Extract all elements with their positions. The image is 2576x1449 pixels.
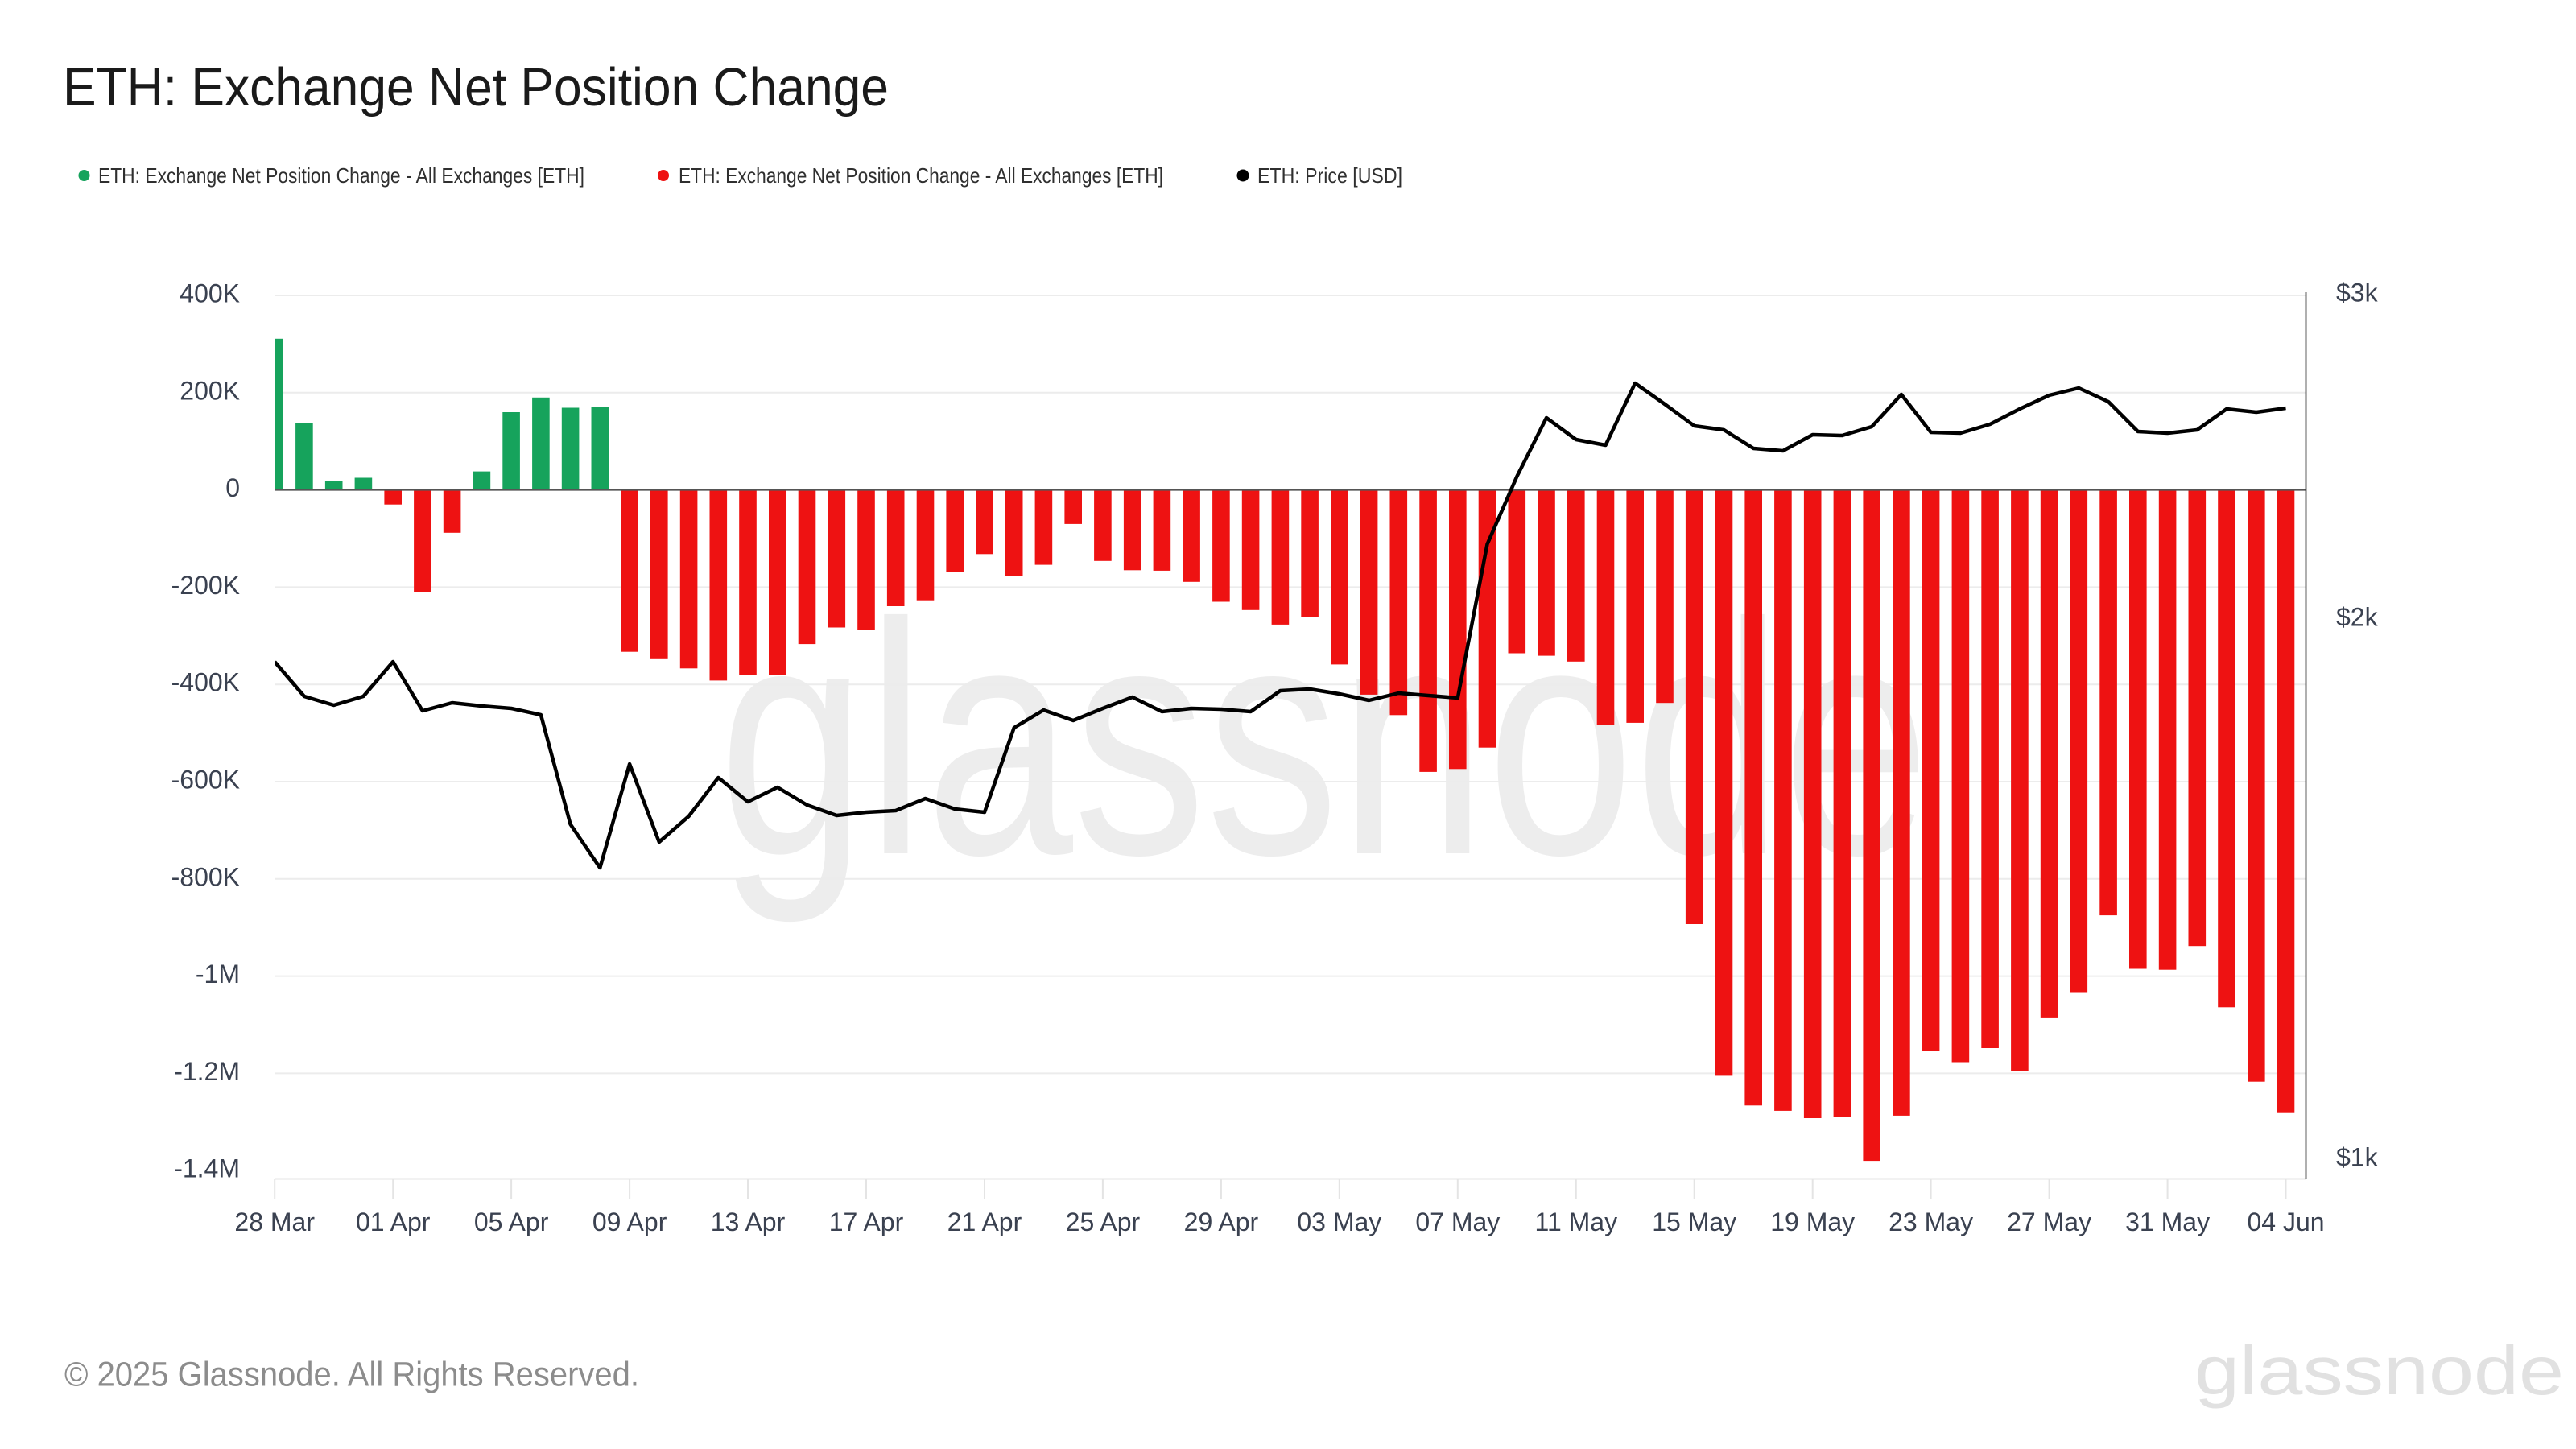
svg-text:200K: 200K	[180, 376, 240, 405]
svg-text:05 Apr: 05 Apr	[474, 1208, 549, 1236]
svg-text:23 May: 23 May	[1889, 1208, 1973, 1236]
svg-text:-1M: -1M	[196, 960, 240, 989]
svg-text:15 May: 15 May	[1652, 1208, 1736, 1236]
svg-text:07 May: 07 May	[1415, 1208, 1500, 1236]
svg-text:25 Apr: 25 Apr	[1066, 1208, 1141, 1236]
svg-text:-200K: -200K	[171, 571, 240, 600]
svg-text:$3k: $3k	[2336, 279, 2379, 308]
svg-text:17 Apr: 17 Apr	[829, 1208, 904, 1236]
svg-text:29 Apr: 29 Apr	[1184, 1208, 1259, 1236]
svg-text:ETH: Price [USD]: ETH: Price [USD]	[1257, 163, 1402, 188]
svg-text:-800K: -800K	[171, 862, 240, 891]
svg-text:-1.2M: -1.2M	[174, 1057, 240, 1086]
svg-text:19 May: 19 May	[1770, 1208, 1855, 1236]
svg-text:0: 0	[225, 473, 240, 502]
svg-text:400K: 400K	[180, 279, 240, 308]
svg-text:-400K: -400K	[171, 668, 240, 697]
svg-text:13 Apr: 13 Apr	[711, 1208, 786, 1236]
svg-text:ETH: Exchange Net Position Cha: ETH: Exchange Net Position Change	[63, 57, 889, 118]
svg-text:ETH: Exchange Net Position Cha: ETH: Exchange Net Position Change - All …	[679, 163, 1163, 188]
svg-text:© 2025 Glassnode. All Rights R: © 2025 Glassnode. All Rights Reserved.	[64, 1356, 639, 1394]
svg-text:-1.4M: -1.4M	[174, 1154, 240, 1183]
svg-text:09 Apr: 09 Apr	[592, 1208, 667, 1236]
svg-text:ETH: Exchange Net Position Cha: ETH: Exchange Net Position Change - All …	[98, 163, 584, 188]
svg-text:31 May: 31 May	[2125, 1208, 2210, 1236]
svg-text:-600K: -600K	[171, 766, 240, 795]
svg-text:27 May: 27 May	[2007, 1208, 2091, 1236]
svg-text:28 Mar: 28 Mar	[234, 1208, 315, 1236]
svg-text:$2k: $2k	[2336, 603, 2379, 632]
svg-text:01 Apr: 01 Apr	[356, 1208, 431, 1236]
svg-text:11 May: 11 May	[1535, 1208, 1618, 1236]
svg-text:$1k: $1k	[2336, 1143, 2379, 1172]
svg-text:glassnode: glassnode	[2194, 1333, 2564, 1410]
svg-text:21 Apr: 21 Apr	[947, 1208, 1022, 1236]
svg-text:04 Jun: 04 Jun	[2247, 1208, 2324, 1236]
svg-text:03 May: 03 May	[1297, 1208, 1381, 1236]
